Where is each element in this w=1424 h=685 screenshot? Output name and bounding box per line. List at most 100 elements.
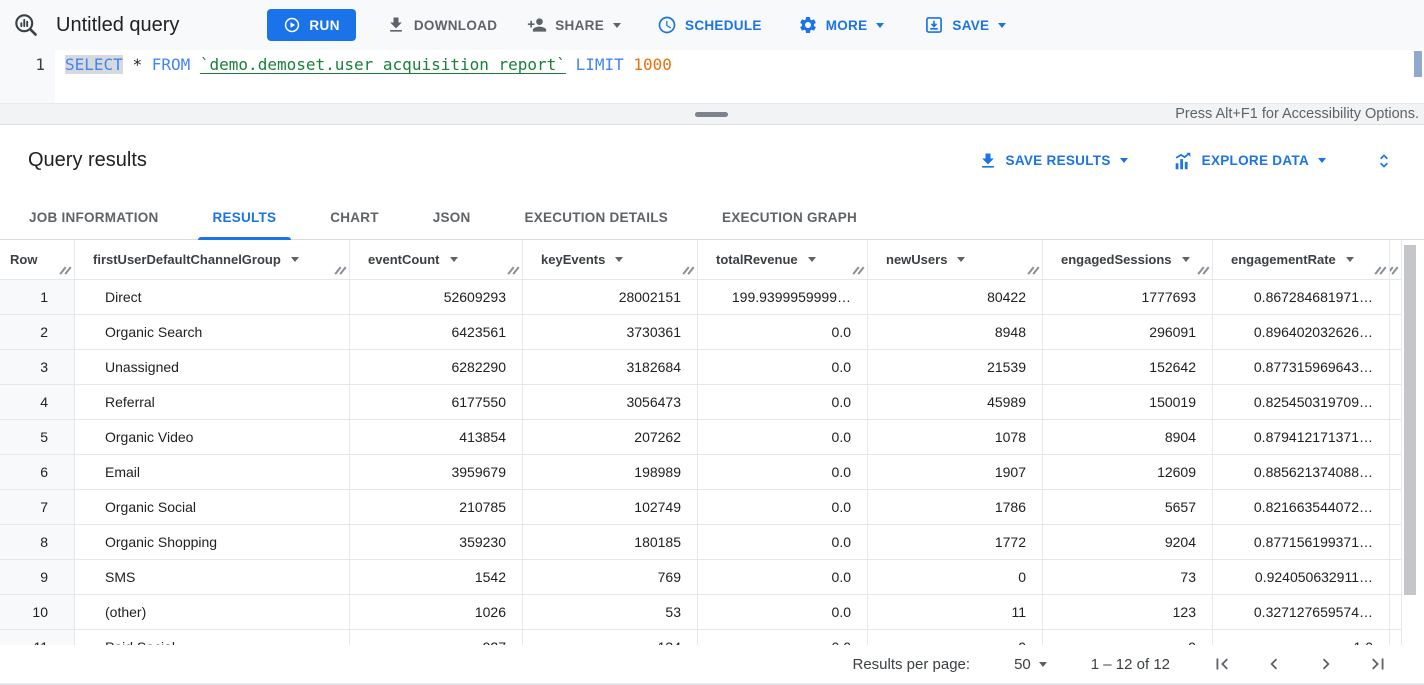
column-resize-grip[interactable] bbox=[507, 266, 520, 275]
run-button[interactable]: RUN bbox=[267, 9, 356, 41]
column-resize-grip[interactable] bbox=[1390, 266, 1399, 275]
table-scrollbar-thumb[interactable] bbox=[1404, 245, 1416, 595]
column-resize-grip[interactable] bbox=[852, 266, 865, 275]
column-menu-caret-icon[interactable] bbox=[290, 257, 299, 262]
column-header-engagementrate[interactable]: engagementRate bbox=[1213, 240, 1390, 280]
cell-totalrevenue: 0.0 bbox=[698, 385, 868, 420]
cell-eventcount: 3959679 bbox=[350, 455, 523, 490]
cell-totalrevenue: 0.0 bbox=[698, 525, 868, 560]
column-menu-caret-icon[interactable] bbox=[1181, 257, 1190, 262]
cell-engagementrate: 0.327127659574… bbox=[1213, 595, 1390, 630]
sql-code-line[interactable]: SELECT * FROM `demo.demoset.user_acquisi… bbox=[55, 50, 672, 103]
column-resize-grip[interactable] bbox=[334, 266, 347, 275]
tab-json[interactable]: JSON bbox=[432, 210, 471, 225]
explore-data-button[interactable]: EXPLORE DATA bbox=[1172, 150, 1326, 172]
cell-row: 4 bbox=[0, 385, 75, 420]
column-header-totalrevenue[interactable]: totalRevenue bbox=[698, 240, 868, 280]
save-dropdown-caret-icon bbox=[998, 22, 1007, 28]
cell-eventcount: 52609293 bbox=[350, 280, 523, 315]
table-row: 8 Organic Shopping 359230 180185 0.0 1772 9204… bbox=[0, 525, 1424, 560]
column-menu-caret-icon[interactable] bbox=[449, 257, 458, 262]
column-header-firstuserdefaultchannelgroup[interactable]: firstUserDefaultChannelGroup bbox=[75, 240, 350, 280]
expand-collapse-chevrons-icon bbox=[1374, 151, 1394, 171]
splitter-drag-handle[interactable] bbox=[695, 112, 728, 117]
cell-partial bbox=[1390, 560, 1402, 595]
cell-totalrevenue: 0.0 bbox=[698, 630, 868, 645]
column-menu-caret-icon[interactable] bbox=[1345, 257, 1354, 262]
share-button-label: SHARE bbox=[555, 17, 605, 33]
cell-firstuserdefaultchannelgroup: Unassigned bbox=[75, 350, 350, 385]
first-page-button[interactable] bbox=[1210, 652, 1234, 676]
explore-data-chart-icon bbox=[1172, 150, 1194, 172]
column-header-label: totalRevenue bbox=[716, 252, 798, 267]
previous-page-icon bbox=[1263, 653, 1285, 675]
tab-chart[interactable]: CHART bbox=[330, 210, 379, 225]
cell-engagedsessions: 5657 bbox=[1043, 490, 1213, 525]
column-menu-caret-icon[interactable] bbox=[957, 257, 966, 262]
column-header-label: engagedSessions bbox=[1061, 252, 1172, 267]
page-size-select[interactable]: 50 bbox=[1014, 656, 1047, 673]
cell-partial bbox=[1390, 280, 1402, 315]
column-menu-caret-icon[interactable] bbox=[615, 257, 624, 262]
column-header-partial[interactable] bbox=[1390, 240, 1402, 280]
editor-scrollbar-thumb[interactable] bbox=[1414, 51, 1422, 77]
cell-engagementrate: 0.885621374088… bbox=[1213, 455, 1390, 490]
schedule-button[interactable]: SCHEDULE bbox=[657, 15, 762, 35]
cell-totalrevenue: 0.0 bbox=[698, 315, 868, 350]
cell-engagedsessions: 9 bbox=[1043, 630, 1213, 645]
download-button[interactable]: DOWNLOAD bbox=[386, 15, 497, 35]
column-menu-caret-icon[interactable] bbox=[807, 257, 816, 262]
cell-engagedsessions: 296091 bbox=[1043, 315, 1213, 350]
column-header-eventcount[interactable]: eventCount bbox=[350, 240, 523, 280]
last-page-button[interactable] bbox=[1366, 652, 1390, 676]
previous-page-button[interactable] bbox=[1262, 652, 1286, 676]
column-header-keyevents[interactable]: keyEvents bbox=[523, 240, 698, 280]
cell-newusers: 8948 bbox=[868, 315, 1043, 350]
sql-token: `demo.demoset.user_acquisition_report` bbox=[199, 55, 566, 74]
cell-firstuserdefaultchannelgroup: Organic Search bbox=[75, 315, 350, 350]
table-row: 7 Organic Social 210785 102749 0.0 1786 5657 0.… bbox=[0, 490, 1424, 525]
more-button-label: MORE bbox=[825, 17, 868, 33]
column-resize-grip[interactable] bbox=[1374, 266, 1387, 275]
expand-collapse-panel-button[interactable] bbox=[1374, 151, 1394, 171]
cell-engagedsessions: 8904 bbox=[1043, 420, 1213, 455]
sql-token bbox=[142, 55, 152, 74]
save-button-label: SAVE bbox=[952, 17, 990, 33]
cell-totalrevenue: 199.9399959999… bbox=[698, 280, 868, 315]
cell-engagedsessions: 1777693 bbox=[1043, 280, 1213, 315]
cell-partial bbox=[1390, 315, 1402, 350]
column-resize-grip[interactable] bbox=[682, 266, 695, 275]
cell-firstuserdefaultchannelgroup: SMS bbox=[75, 560, 350, 595]
save-results-button[interactable]: SAVE RESULTS bbox=[978, 151, 1128, 171]
column-resize-grip[interactable] bbox=[59, 266, 72, 275]
tab-execution-details[interactable]: EXECUTION DETAILS bbox=[524, 210, 669, 225]
cell-firstuserdefaultchannelgroup: (other) bbox=[75, 595, 350, 630]
cell-engagementrate: 0.867284681971… bbox=[1213, 280, 1390, 315]
query-magnifier-icon bbox=[12, 11, 40, 39]
cell-engagedsessions: 73 bbox=[1043, 560, 1213, 595]
cell-firstuserdefaultchannelgroup: Organic Social bbox=[75, 490, 350, 525]
more-button[interactable]: MORE bbox=[798, 15, 885, 35]
tab-job-information[interactable]: JOB INFORMATION bbox=[29, 210, 159, 225]
save-button[interactable]: SAVE bbox=[924, 15, 1007, 35]
tab-results[interactable]: RESULTS bbox=[186, 196, 304, 240]
cell-engagementrate: 0.896402032626… bbox=[1213, 315, 1390, 350]
column-header-newusers[interactable]: newUsers bbox=[868, 240, 1043, 280]
more-dropdown-caret-icon bbox=[876, 22, 885, 28]
cell-keyevents: 198989 bbox=[523, 455, 698, 490]
cell-eventcount: 6177550 bbox=[350, 385, 523, 420]
column-resize-grip[interactable] bbox=[1027, 266, 1040, 275]
line-number-gutter: 1 bbox=[0, 50, 55, 103]
column-header-row[interactable]: Row bbox=[0, 240, 75, 280]
column-resize-grip[interactable] bbox=[1197, 266, 1210, 275]
cell-partial bbox=[1390, 525, 1402, 560]
sql-editor[interactable]: 1 SELECT * FROM `demo.demoset.user_acqui… bbox=[0, 50, 1424, 103]
next-page-button[interactable] bbox=[1314, 652, 1338, 676]
cell-partial bbox=[1390, 420, 1402, 455]
cell-keyevents: 3182684 bbox=[523, 350, 698, 385]
column-header-engagedsessions[interactable]: engagedSessions bbox=[1043, 240, 1213, 280]
share-button[interactable]: SHARE bbox=[527, 15, 622, 35]
cell-totalrevenue: 0.0 bbox=[698, 560, 868, 595]
cell-engagedsessions: 12609 bbox=[1043, 455, 1213, 490]
tab-execution-graph[interactable]: EXECUTION GRAPH bbox=[722, 210, 858, 225]
